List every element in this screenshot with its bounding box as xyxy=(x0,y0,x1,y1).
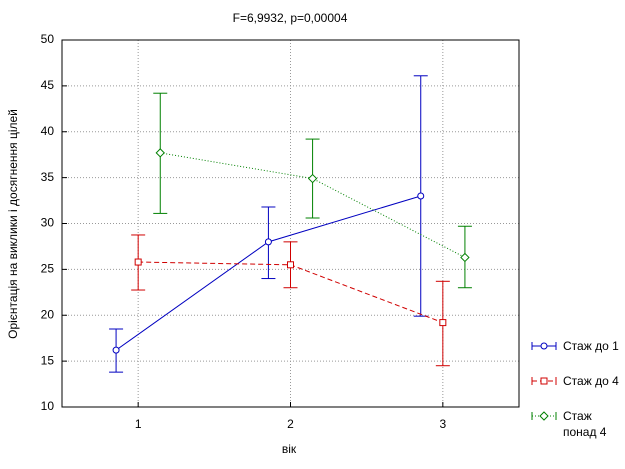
y-tick-label: 30 xyxy=(41,216,55,230)
y-tick-label: 40 xyxy=(41,124,55,138)
y-tick-label: 35 xyxy=(41,170,55,184)
series-line xyxy=(160,152,466,258)
y-axis-label: Орієнтація на виклики і досягнення цілей xyxy=(6,109,20,339)
point xyxy=(112,346,120,354)
point xyxy=(460,252,470,263)
legend-label: Стаж до 4 xyxy=(563,374,619,388)
y-tick-label: 25 xyxy=(41,262,55,276)
point xyxy=(540,377,548,385)
point xyxy=(287,261,294,269)
point xyxy=(539,411,549,421)
point xyxy=(155,148,165,158)
chart-title: F=6,9932, p=0,00004 xyxy=(233,11,348,25)
y-tick-label: 50 xyxy=(41,32,55,46)
y-tick-label: 45 xyxy=(41,78,55,92)
point xyxy=(417,192,425,200)
point xyxy=(540,342,548,350)
y-tick-label: 20 xyxy=(41,307,55,321)
point xyxy=(307,173,318,184)
x-tick-label: 3 xyxy=(439,417,446,431)
y-tick-label: 10 xyxy=(41,399,55,413)
plot-frame xyxy=(61,39,520,408)
x-tick-label: 2 xyxy=(287,417,294,431)
legend-label: Стаж понад 4 xyxy=(563,409,607,439)
x-axis-label: вік xyxy=(282,442,297,456)
x-tick-label: 1 xyxy=(135,417,142,431)
legend-label: Стаж до 1 xyxy=(563,339,619,353)
point xyxy=(439,319,447,327)
y-tick-label: 15 xyxy=(41,353,55,367)
point xyxy=(264,238,272,246)
point xyxy=(134,258,142,266)
